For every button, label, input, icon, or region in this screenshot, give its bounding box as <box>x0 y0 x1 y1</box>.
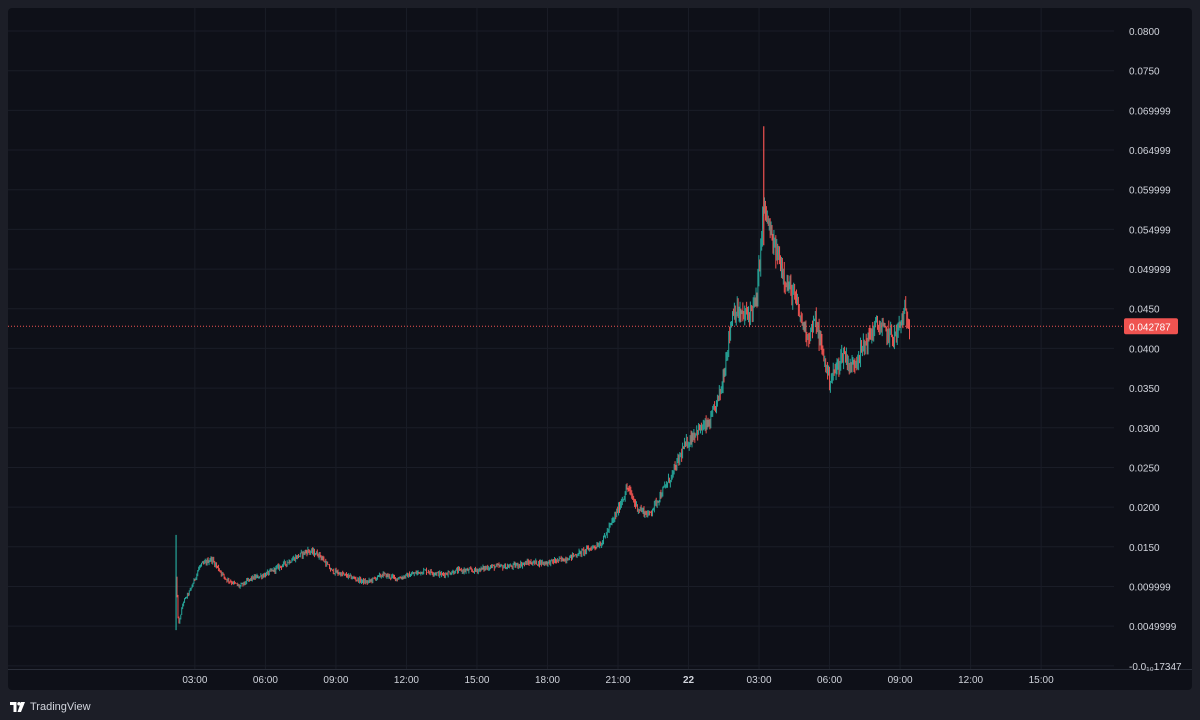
price-tick-label: 0.0049999 <box>1129 622 1177 633</box>
price-tick-label: 0.0200 <box>1129 503 1160 514</box>
time-tick-label: 12:00 <box>394 675 419 686</box>
time-tick-label: 22 <box>683 675 695 686</box>
candle-layer <box>175 126 910 631</box>
price-axis[interactable]: 0.0800 0.0750 0.069999 0.064999 0.059999 0.05… <box>1129 27 1182 673</box>
price-tick-label: 0.069999 <box>1129 106 1171 117</box>
time-tick-label: 15:00 <box>464 675 489 686</box>
time-tick-label: 12:00 <box>958 675 983 686</box>
price-tick-label: 0.0250 <box>1129 463 1160 474</box>
price-tick-label: 0.064999 <box>1129 146 1171 157</box>
footer: TradingView <box>10 697 91 717</box>
grid-layer <box>8 8 1192 670</box>
brand-label[interactable]: TradingView <box>30 701 91 713</box>
price-tick-label: 0.0800 <box>1129 27 1160 38</box>
chart-panel[interactable]: 0.0800 0.0750 0.069999 0.064999 0.059999 0.05… <box>8 8 1192 690</box>
tradingview-logo-icon <box>10 702 25 712</box>
price-tick-label: 0.054999 <box>1129 225 1171 236</box>
candlestick-chart[interactable]: 0.0800 0.0750 0.069999 0.064999 0.059999 0.05… <box>8 8 1192 690</box>
time-tick-label: 03:00 <box>747 675 772 686</box>
time-tick-label: 18:00 <box>535 675 560 686</box>
time-tick-label: 03:00 <box>182 675 207 686</box>
time-tick-label: 06:00 <box>253 675 278 686</box>
price-tick-label: 0.0150 <box>1129 543 1160 554</box>
time-tick-label: 15:00 <box>1029 675 1054 686</box>
price-tick-label: 0.059999 <box>1129 186 1171 197</box>
price-tick-label: 0.009999 <box>1129 582 1171 593</box>
price-tick-label: 0.0450 <box>1129 305 1160 316</box>
current-price-badge: 0.042787 <box>1124 318 1178 335</box>
price-tick-label: 0.0400 <box>1129 344 1160 355</box>
time-tick-label: 09:00 <box>323 675 348 686</box>
price-tick-label: -0.0₁₀17347 <box>1129 662 1182 673</box>
price-tick-label: 0.0350 <box>1129 384 1160 395</box>
current-price-badge-bg <box>1124 318 1178 335</box>
time-axis[interactable]: 03:00 06:00 09:00 12:00 15:00 18:00 21:00 22 03:… <box>182 675 1054 686</box>
price-tick-label: 0.0300 <box>1129 424 1160 435</box>
time-tick-label: 21:00 <box>605 675 630 686</box>
time-tick-label: 06:00 <box>817 675 842 686</box>
price-tick-label: 0.0750 <box>1129 67 1160 78</box>
current-price-label: 0.042787 <box>1129 322 1171 333</box>
price-tick-label: 0.049999 <box>1129 265 1171 276</box>
time-tick-label: 09:00 <box>888 675 913 686</box>
